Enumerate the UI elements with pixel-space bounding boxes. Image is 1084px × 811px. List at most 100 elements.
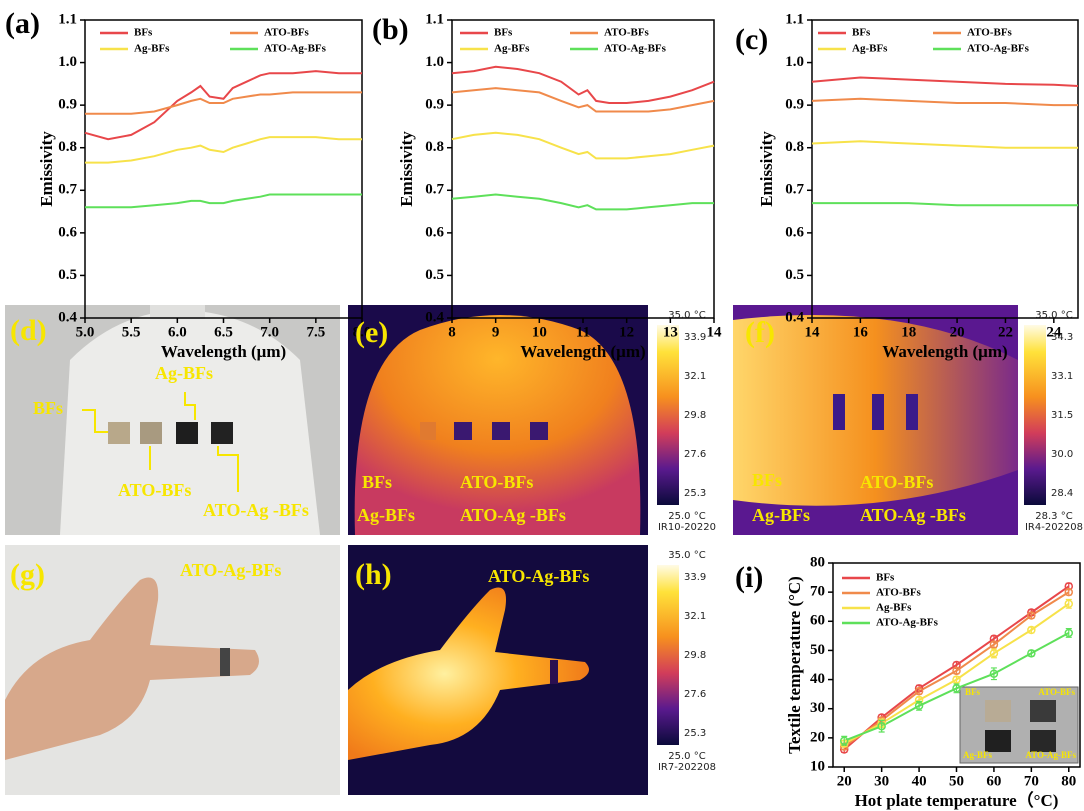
colorbar-label: 28.4 [1051,488,1073,499]
sample-label: ATO-Ag -BFs [203,500,309,520]
file-id: IR10-20220 [658,522,716,533]
series-line [85,137,362,163]
legend-label: BFs [134,27,153,39]
x-tick-label: 20 [837,773,852,789]
y-axis-label: Emissivity [37,131,56,207]
x-tick-label: 5.0 [76,324,95,340]
colorbar-label: 29.8 [684,650,706,661]
photo-g [5,545,340,795]
plot-frame [85,20,362,318]
y-tick-label: 1.0 [785,54,804,70]
colorbar-label: 30.0 [1051,449,1073,460]
y-tick-label: 0.6 [785,224,804,240]
y-tick-label: 0.9 [785,97,804,113]
colorbar-label: 32.1 [684,611,706,622]
sample-label: Ag-BFs [155,363,213,383]
x-tick-label: 5.5 [122,324,141,340]
sample-label: ATO-Ag -BFs [860,505,966,525]
panel-label: (d) [10,314,47,347]
x-tick-label: 50 [949,773,964,789]
series-line [812,78,1078,87]
plot-frame [812,20,1078,318]
colorbar-label: 25.0 °C [668,511,705,522]
x-tick-label: 60 [986,773,1001,789]
colorbar-label: 25.3 [684,728,706,739]
y-axis-label: Textile temperature (°C) [785,576,804,754]
y-tick-label: 1.0 [425,54,444,70]
y-tick-label: 0.7 [785,182,804,198]
legend-label: ATO-BFs [967,27,1013,39]
inset-label: BFs [965,687,981,697]
x-tick-label: 6.0 [168,324,187,340]
panel-label: (g) [10,558,45,591]
x-tick-label: 20 [950,324,965,340]
sample-label: ATO-BFs [460,472,533,492]
colorbar-label: 33.9 [684,332,706,343]
y-tick-label: 0.8 [785,139,804,155]
series-line [812,203,1078,205]
series-line [85,71,362,139]
x-tick-label: 13 [663,324,678,340]
legend-label: Ag-BFs [494,43,530,55]
legend-label: ATO-Ag-BFs [967,43,1030,55]
colorbar-label: 29.8 [684,410,706,421]
y-tick-label: 70 [810,584,825,600]
y-tick-label: 30 [810,700,825,716]
y-tick-label: 0.8 [425,139,444,155]
sample-label: ATO-BFs [118,480,191,500]
x-tick-label: 6.5 [214,324,233,340]
y-tick-label: 20 [810,729,825,745]
x-tick-label: 7.5 [306,324,325,340]
legend-label: Ag-BFs [134,43,170,55]
sample-label: ATO-Ag-BFs [488,566,589,586]
panel-label: (c) [735,23,768,56]
y-tick-label: 0.7 [58,182,77,198]
series-line [452,67,714,103]
series-line [812,141,1078,147]
colorbar-label: 33.9 [684,572,706,583]
x-tick-label: 70 [1024,773,1039,789]
legend-label: ATO-BFs [604,27,650,39]
y-tick-label: 0.5 [785,267,804,283]
colorbar-label: 32.1 [684,371,706,382]
inset-label: Ag-BFs [963,750,992,760]
sample-label: BFs [752,470,782,490]
x-tick-label: 22 [998,324,1013,340]
legend-label: BFs [876,572,895,584]
legend-label: Ag-BFs [876,602,912,614]
y-tick-label: 1.1 [58,11,77,27]
sample-label: BFs [33,398,63,418]
x-axis-label: Hot plate temperature（°C) [855,790,1059,810]
sample-label: ATO-BFs [860,472,933,492]
x-axis-label: Wavelength (μm) [882,342,1007,361]
panel-label: (b) [372,13,409,46]
panel-label: (h) [355,558,392,591]
x-tick-label: 18 [901,324,916,340]
y-tick-label: 0.4 [425,309,444,325]
y-tick-label: 0.6 [58,224,77,240]
panel-label: (i) [735,561,763,594]
panel-label: (f) [745,316,775,349]
series-line [85,195,362,208]
y-axis-label: Emissivity [757,131,776,207]
y-tick-label: 1.0 [58,54,77,70]
x-tick-label: 40 [912,773,927,789]
x-tick-label: 14 [805,324,821,340]
colorbar-label: 27.6 [684,689,706,700]
panel-label: (a) [5,7,40,40]
x-tick-label: 9 [492,324,500,340]
figure: 0.40.50.60.70.80.91.01.15.05.56.06.57.07… [0,0,1084,811]
legend-label: Ag-BFs [852,43,888,55]
legend-label: ATO-BFs [876,587,922,599]
colorbar-label: 28.3 °C [1035,511,1072,522]
legend-label: ATO-BFs [264,27,310,39]
y-tick-label: 0.6 [425,224,444,240]
legend-label: ATO-Ag-BFs [604,43,667,55]
sample-label: Ag-BFs [752,505,810,525]
panel-label: (e) [355,316,388,349]
y-tick-label: 0.8 [58,139,77,155]
y-tick-label: 0.7 [425,182,444,198]
y-tick-label: 50 [810,642,825,658]
y-tick-label: 0.9 [425,97,444,113]
colorbar-label: 25.3 [684,488,706,499]
